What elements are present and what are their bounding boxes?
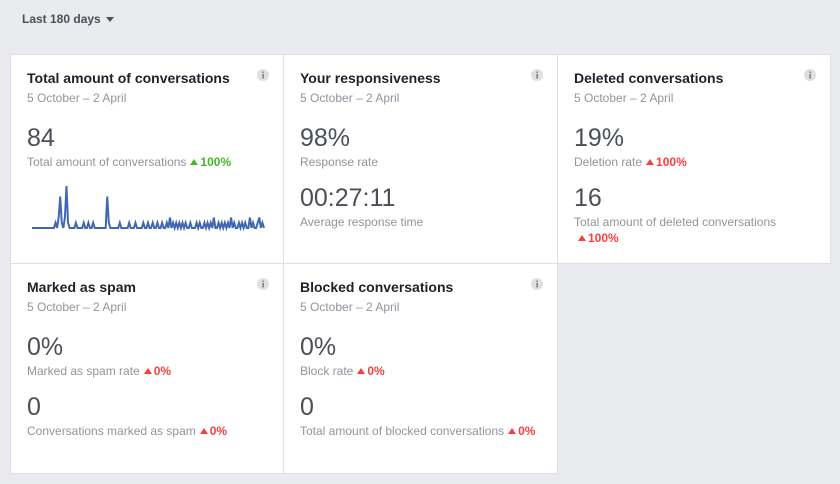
caret[interactable] bbox=[105, 17, 114, 23]
up-arrow bbox=[143, 368, 152, 374]
card: Your responsiveness 5 October – 2 April 98… bbox=[283, 54, 558, 264]
metric-label-row: Total amount of deleted conversations 100… bbox=[574, 214, 814, 246]
metric-label-row: Marked as spam rate 0% bbox=[27, 363, 267, 379]
metric-value: 19% bbox=[574, 124, 625, 152]
info-icon[interactable] bbox=[804, 69, 816, 81]
change: 0% bbox=[199, 424, 228, 438]
metric-label-row: Deletion rate 100% bbox=[574, 154, 814, 170]
metric-label: Block rate bbox=[300, 364, 354, 378]
card-date: 5 October – 2 April bbox=[574, 91, 674, 105]
metric: 0% Block rate 0% bbox=[300, 331, 541, 379]
metric-value: 0% bbox=[300, 333, 337, 361]
info-icon[interactable] bbox=[257, 278, 269, 290]
card-date: 5 October – 2 April bbox=[300, 91, 400, 105]
metric: 00:27:11 Average response time bbox=[300, 182, 541, 230]
change: 100% bbox=[190, 155, 231, 169]
metric: 0 Total amount of blocked conversations 0% bbox=[300, 391, 541, 439]
metric: 16 Total amount of deleted conversations 1… bbox=[574, 182, 814, 246]
sparkline bbox=[32, 185, 265, 232]
card: Blocked conversations 5 October – 2 April… bbox=[283, 263, 558, 474]
change: 0% bbox=[357, 364, 385, 378]
metric-value: 84 bbox=[27, 124, 55, 152]
card-title: Total amount of conversations bbox=[27, 70, 230, 86]
metric-label-row: Total amount of blocked conversations 0% bbox=[300, 423, 541, 439]
info-icon[interactable] bbox=[531, 278, 543, 290]
metric: 98% Response rate bbox=[300, 122, 541, 170]
date-filter[interactable]: Last 180 days bbox=[22, 12, 114, 26]
card: Marked as spam 5 October – 2 April 0% Marke… bbox=[10, 263, 284, 474]
metric: 84 Total amount of conversations 100% bbox=[27, 122, 267, 170]
metric-label: Total amount of blocked conversations bbox=[300, 424, 505, 438]
card: Total amount of conversations 5 October –… bbox=[10, 54, 284, 264]
metric-value: 98% bbox=[300, 124, 351, 152]
metric-label-row: Total amount of conversations 100% bbox=[27, 154, 267, 170]
metric-label: Total amount of conversations bbox=[27, 155, 187, 169]
metric-label: Response rate bbox=[300, 155, 379, 169]
metric-label: Marked as spam rate bbox=[27, 364, 140, 378]
change: 100% bbox=[578, 231, 619, 245]
change: 0% bbox=[143, 364, 172, 378]
metric: 0 Conversations marked as spam 0% bbox=[27, 391, 267, 439]
info-icon[interactable] bbox=[257, 69, 269, 81]
up-arrow bbox=[190, 159, 199, 165]
info-icon[interactable] bbox=[531, 69, 543, 81]
card-date: 5 October – 2 April bbox=[27, 91, 127, 105]
card-title: Your responsiveness bbox=[300, 70, 441, 86]
card-title: Blocked conversations bbox=[300, 279, 454, 295]
change-value: 0% bbox=[518, 424, 536, 438]
card-date: 5 October – 2 April bbox=[27, 300, 127, 314]
card-title: Marked as spam bbox=[27, 279, 136, 295]
metric-label: Conversations marked as spam bbox=[27, 424, 196, 438]
metric: 0% Marked as spam rate 0% bbox=[27, 331, 267, 379]
up-arrow bbox=[578, 235, 586, 241]
card: Deleted conversations 5 October – 2 April… bbox=[557, 54, 831, 264]
metric-label-row: Block rate 0% bbox=[300, 363, 541, 379]
metric: 19% Deletion rate 100% bbox=[574, 122, 814, 170]
filter-label[interactable]: Last 180 days bbox=[22, 12, 101, 26]
change: 100% bbox=[646, 155, 687, 169]
change-value: 100% bbox=[656, 155, 687, 169]
change-value: 0% bbox=[209, 424, 228, 438]
card-title: Deleted conversations bbox=[574, 70, 724, 86]
up-arrow bbox=[508, 428, 517, 434]
change-value: 100% bbox=[200, 155, 232, 169]
change-value: 100% bbox=[588, 231, 619, 245]
metric-value: 00:27:11 bbox=[300, 184, 396, 212]
change-value: 0% bbox=[367, 364, 385, 378]
up-arrow bbox=[199, 428, 208, 434]
change-value: 0% bbox=[153, 364, 172, 378]
metric-value: 0% bbox=[27, 333, 64, 361]
metric-label: Total amount of deleted conversations bbox=[574, 215, 777, 229]
metric-label: Deletion rate bbox=[574, 155, 643, 169]
up-arrow bbox=[357, 368, 366, 374]
metric-label-row: Conversations marked as spam 0% bbox=[27, 423, 267, 439]
change: 0% bbox=[508, 424, 535, 438]
metric-value: 0 bbox=[300, 393, 314, 421]
metric-value: 16 bbox=[574, 184, 602, 212]
metric-label-row: Average response time bbox=[300, 214, 541, 230]
metric-label: Average response time bbox=[300, 215, 424, 229]
metric-label-row: Response rate bbox=[300, 154, 541, 170]
up-arrow bbox=[646, 159, 655, 165]
metric-value: 0 bbox=[27, 393, 41, 421]
card-date: 5 October – 2 April bbox=[300, 300, 400, 314]
sparkline-line bbox=[32, 185, 265, 232]
